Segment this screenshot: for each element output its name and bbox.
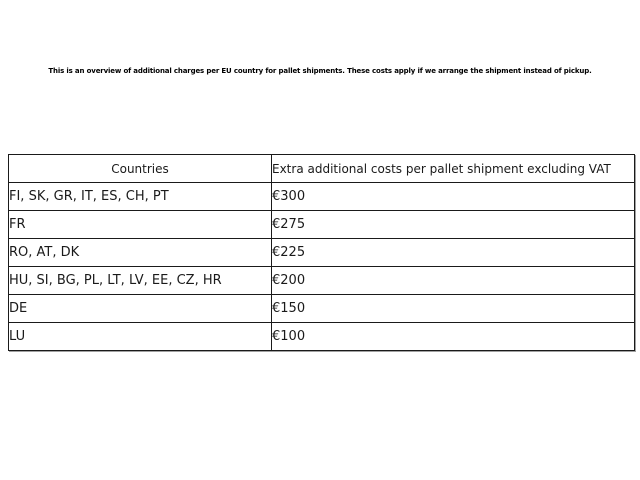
table-row: FI, SK, GR, IT, ES, CH, PT €300 xyxy=(8,182,635,211)
cost-cell: €100 xyxy=(271,322,635,351)
countries-cell: FI, SK, GR, IT, ES, CH, PT xyxy=(8,182,272,211)
table-row: DE €150 xyxy=(8,294,635,323)
cost-cell: €225 xyxy=(271,238,635,267)
pallet-costs-table: Countries Extra additional costs per pal… xyxy=(8,154,635,351)
cost-cell: €275 xyxy=(271,210,635,239)
countries-cell: RO, AT, DK xyxy=(8,238,272,267)
countries-cell: HU, SI, BG, PL, LT, LV, EE, CZ, HR xyxy=(8,266,272,295)
table-row: LU €100 xyxy=(8,322,635,351)
table-row: FR €275 xyxy=(8,210,635,239)
cost-cell: €150 xyxy=(271,294,635,323)
table-header: Countries Extra additional costs per pal… xyxy=(8,154,635,183)
table-body: FI, SK, GR, IT, ES, CH, PT €300 FR €275 RO, … xyxy=(8,182,635,351)
cost-cell: €300 xyxy=(271,182,635,211)
countries-cell: LU xyxy=(8,322,272,351)
countries-column-header: Countries xyxy=(8,154,272,183)
cost-column-header: Extra additional costs per pallet shipme… xyxy=(271,154,635,183)
cost-cell: €200 xyxy=(271,266,635,295)
table-row: HU, SI, BG, PL, LT, LV, EE, CZ, HR €200 xyxy=(8,266,635,295)
countries-cell: FR xyxy=(8,210,272,239)
intro-note: This is an overview of additional charge… xyxy=(48,67,592,75)
table-row: RO, AT, DK €225 xyxy=(8,238,635,267)
table-header-row: Countries Extra additional costs per pal… xyxy=(8,154,635,183)
countries-cell: DE xyxy=(8,294,272,323)
